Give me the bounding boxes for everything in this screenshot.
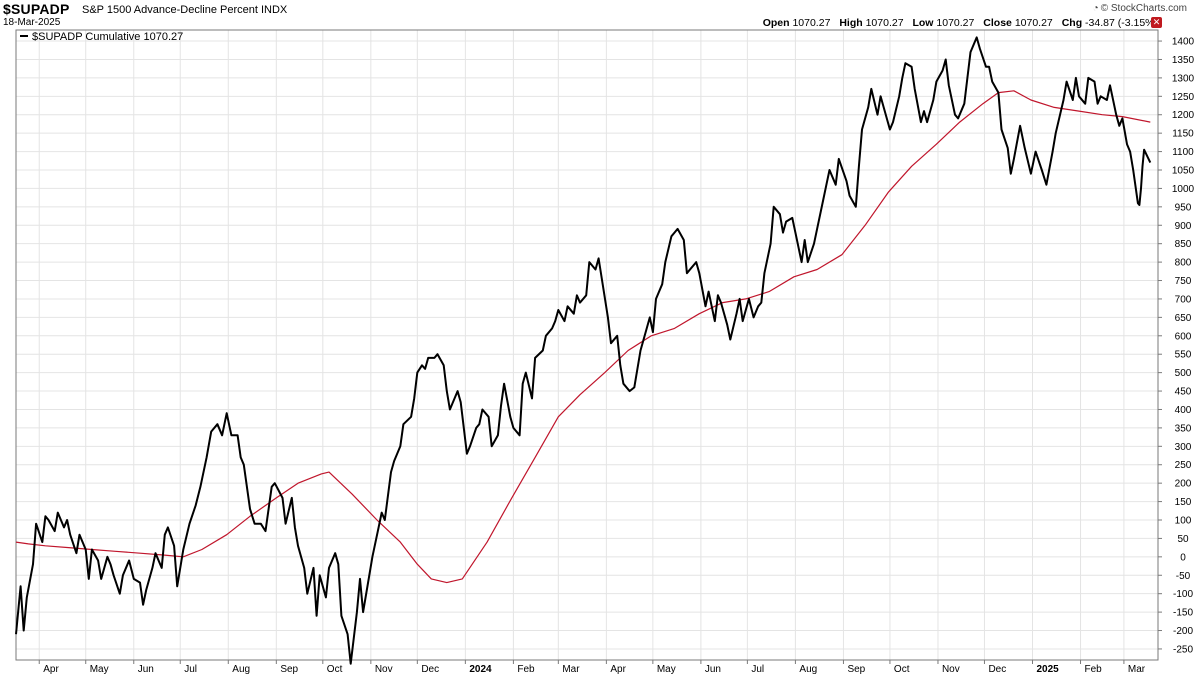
legend-label: $SUPADP Cumulative 1070.27	[32, 31, 183, 43]
x-tick-label: Sep	[847, 664, 865, 675]
x-tick-label: Jun	[138, 664, 154, 675]
chart-date: 18-Mar-2025	[3, 17, 61, 28]
plot-frame	[15, 29, 1159, 661]
low-label: Low	[912, 17, 934, 29]
chart-header: $SUPADP S&P 1500 Advance-Decline Percent…	[0, 0, 1200, 30]
x-tick-label: Nov	[375, 664, 393, 675]
x-tick-label: Apr	[610, 664, 626, 675]
brand-text: © StockCharts.com	[1100, 3, 1187, 14]
y-tick-label: 1400	[1172, 37, 1195, 48]
x-tick-label: Aug	[232, 664, 250, 675]
x-tick-label: Feb	[517, 664, 535, 675]
ticker-symbol[interactable]: $SUPADP	[3, 1, 70, 17]
y-tick-label: 100	[1175, 516, 1192, 527]
stockcharts-logo-icon: ◔	[1092, 3, 1099, 14]
y-tick-label: 1050	[1172, 166, 1195, 177]
x-tick-label: Oct	[894, 664, 910, 675]
y-tick-label: -250	[1173, 644, 1193, 655]
y-tick-label: 1200	[1172, 110, 1195, 121]
x-tick-label: Jun	[705, 664, 721, 675]
y-tick-label: 300	[1175, 442, 1192, 453]
x-tick-label: Mar	[1128, 664, 1146, 675]
high-value: 1070.27	[865, 17, 904, 29]
close-value: 1070.27	[1014, 17, 1053, 29]
chg-value: -34.87 (-3.15%)	[1085, 17, 1158, 29]
y-tick-label: 1100	[1172, 147, 1194, 158]
x-tick-label: May	[90, 664, 109, 675]
price-line	[15, 36, 1152, 665]
moving-average-line	[15, 90, 1151, 584]
x-tick-label: Sep	[280, 664, 298, 675]
close-label: Close	[983, 17, 1012, 29]
x-tick-label: Jul	[751, 664, 764, 675]
chg-label: Chg	[1061, 17, 1083, 29]
x-tick-label: Jul	[184, 664, 197, 675]
grid	[16, 30, 1158, 660]
y-tick-label: 650	[1175, 313, 1192, 324]
y-tick-label: 600	[1175, 331, 1192, 342]
y-tick-label: 900	[1175, 221, 1192, 232]
y-tick-label: 50	[1177, 534, 1189, 545]
high-label: High	[839, 17, 863, 29]
x-tick-label: Apr	[43, 664, 59, 675]
open-value: 1070.27	[792, 17, 831, 29]
y-tick-label: -150	[1173, 608, 1193, 619]
x-tick-label: Feb	[1085, 664, 1103, 675]
x-tick-label: Aug	[799, 664, 817, 675]
open-label: Open	[762, 17, 790, 29]
x-tick-label: 2024	[469, 664, 492, 675]
close-icon[interactable]: ✕	[1151, 17, 1162, 28]
y-tick-label: 1150	[1172, 129, 1194, 140]
y-tick-label: 150	[1175, 497, 1192, 508]
y-tick-label: 200	[1175, 479, 1192, 490]
y-tick-label: 1300	[1172, 73, 1195, 84]
y-tick-label: 450	[1175, 387, 1192, 398]
x-tick-label: Nov	[942, 664, 960, 675]
brand-label: ◔ © StockCharts.com	[1093, 3, 1187, 14]
y-axis: 1400135013001250120011501100105010009509…	[1158, 37, 1195, 655]
y-tick-label: 1250	[1172, 92, 1195, 103]
y-tick-label: 350	[1175, 423, 1192, 434]
chart-legend: $SUPADP Cumulative 1070.27	[20, 31, 183, 43]
y-tick-label: 550	[1175, 350, 1192, 361]
y-tick-label: 500	[1175, 368, 1192, 379]
y-tick-label: 850	[1175, 239, 1192, 250]
y-tick-label: -200	[1173, 626, 1193, 637]
y-tick-label: 1350	[1172, 55, 1195, 66]
ohlc-readout: Open 1070.27 High 1070.27 Low 1070.27 Cl…	[763, 17, 1158, 29]
y-tick-label: 400	[1175, 405, 1192, 416]
y-tick-label: -100	[1173, 589, 1193, 600]
y-tick-label: -50	[1176, 571, 1191, 582]
low-value: 1070.27	[936, 17, 975, 29]
ticker-description: S&P 1500 Advance-Decline Percent INDX	[82, 4, 288, 16]
y-tick-label: 800	[1175, 258, 1192, 269]
y-tick-label: 250	[1175, 460, 1192, 471]
y-tick-label: 750	[1175, 276, 1192, 287]
y-tick-label: 1000	[1172, 184, 1195, 195]
x-tick-label: Dec	[988, 664, 1006, 675]
x-tick-label: 2025	[1036, 664, 1059, 675]
x-tick-label: Dec	[421, 664, 439, 675]
x-axis: Apr May Jun Jul Aug Sep Oct Nov Dec 2024 Feb Mar Apr…	[38, 660, 1146, 675]
series-layer	[15, 36, 1152, 665]
x-tick-label: Oct	[327, 664, 343, 675]
y-tick-label: 950	[1175, 202, 1192, 213]
x-tick-label: May	[657, 664, 676, 675]
y-tick-label: 0	[1180, 552, 1186, 563]
x-tick-label: Mar	[562, 664, 580, 675]
y-tick-label: 700	[1175, 294, 1192, 305]
